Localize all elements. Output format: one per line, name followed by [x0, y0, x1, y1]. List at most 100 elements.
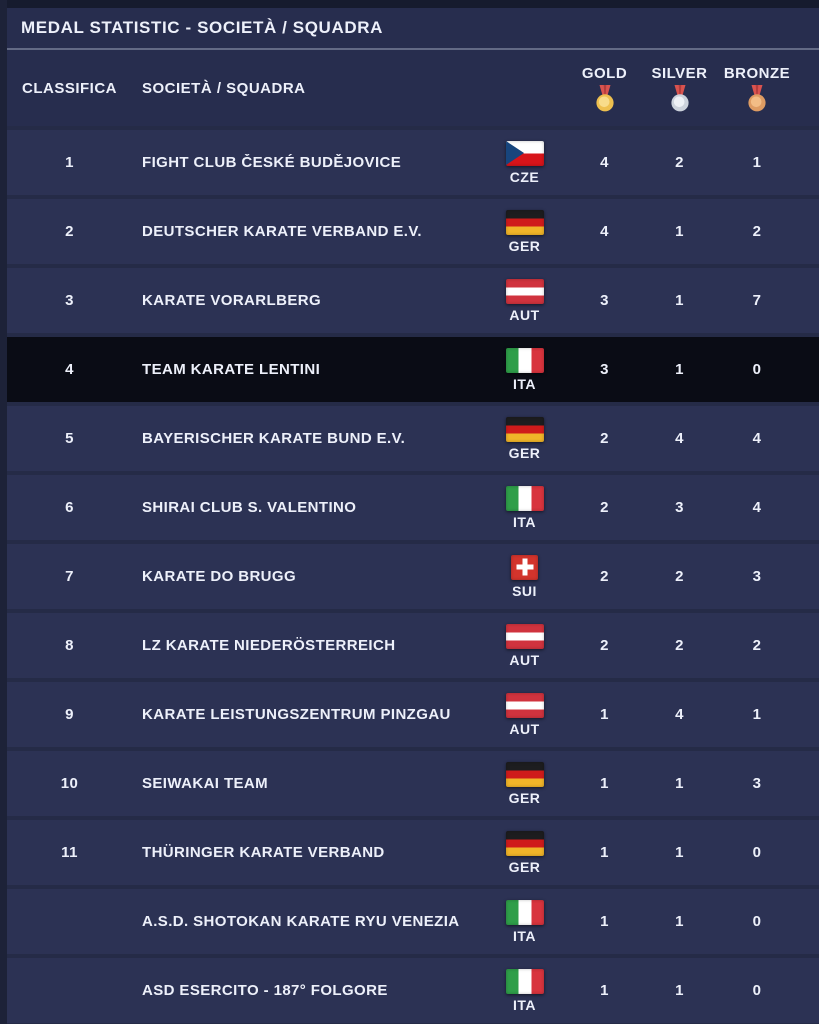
- gold-count: 4: [600, 154, 609, 171]
- table-body: 1 FIGHT CLUB ČESKÉ BUDĚJOVICE CZE 4 2 1 …: [7, 126, 819, 1023]
- table-header: CLASSIFICA SOCIETÀ / SQUADRA GOLD SILVER…: [7, 50, 819, 126]
- silver-count: 1: [675, 775, 684, 792]
- bronze-count: 0: [752, 844, 762, 861]
- bronze-count: 1: [752, 706, 762, 723]
- ita-flag-icon: [505, 968, 544, 994]
- country-code: ITA: [512, 996, 536, 1013]
- table-row: 1 FIGHT CLUB ČESKÉ BUDĚJOVICE CZE 4 2 1: [7, 130, 819, 195]
- country-cell: ITA: [482, 475, 567, 540]
- club-name: A.S.D. SHOTOKAN KARATE RYU VENEZIA: [142, 913, 460, 930]
- ita-flag-icon: [505, 485, 544, 511]
- club-name: LZ KARATE NIEDERÖSTERREICH: [142, 637, 396, 654]
- silver-count: 4: [675, 430, 684, 447]
- country-cell: ITA: [482, 337, 567, 402]
- table-row: 4 TEAM KARATE LENTINI ITA 3 1 0: [7, 337, 819, 402]
- table-row: 3 KARATE VORARLBERG AUT 3 1 7: [7, 268, 819, 333]
- country-cell: ITA: [482, 958, 567, 1023]
- gold-count: 2: [600, 430, 609, 447]
- silver-count: 1: [675, 844, 684, 861]
- bronze-count: 3: [752, 775, 762, 792]
- silver-count: 3: [675, 499, 684, 516]
- aut-flag-icon: [505, 623, 544, 649]
- club-name: KARATE LEISTUNGSZENTRUM PINZGAU: [142, 706, 451, 723]
- club-name: ASD ESERCITO - 187° FOLGORE: [142, 982, 388, 999]
- country-code: GER: [508, 444, 541, 461]
- club-name: SEIWAKAI TEAM: [142, 775, 269, 792]
- table-row: 7 KARATE DO BRUGG SUI 2 2 3: [7, 544, 819, 609]
- country-code: GER: [508, 858, 541, 875]
- rank-cell: 9: [65, 706, 74, 723]
- club-name: KARATE VORARLBERG: [142, 292, 322, 309]
- club-name: FIGHT CLUB ČESKÉ BUDĚJOVICE: [142, 154, 402, 171]
- ger-flag-icon: [505, 416, 544, 442]
- silver-count: 1: [675, 982, 684, 999]
- bronze-count: 0: [752, 361, 762, 378]
- country-code: ITA: [512, 513, 536, 530]
- country-cell: ITA: [482, 889, 567, 954]
- silver-count: 1: [675, 913, 684, 930]
- gold-count: 4: [600, 223, 609, 240]
- country-cell: AUT: [482, 613, 567, 678]
- country-code: AUT: [509, 306, 540, 323]
- gold-count: 2: [600, 637, 609, 654]
- country-code: AUT: [509, 651, 540, 668]
- title-bar: MEDAL STATISTIC - SOCIETÀ / SQUADRA: [7, 8, 819, 50]
- bronze-count: 7: [752, 292, 762, 309]
- gold-column-label: GOLD: [581, 64, 628, 82]
- rank-cell: 5: [65, 430, 74, 447]
- country-cell: AUT: [482, 682, 567, 747]
- gold-count: 3: [600, 292, 609, 309]
- page-title: MEDAL STATISTIC - SOCIETÀ / SQUADRA: [21, 18, 383, 37]
- table-row: 6 SHIRAI CLUB S. VALENTINO ITA 2 3 4: [7, 475, 819, 540]
- country-cell: GER: [482, 820, 567, 885]
- aut-flag-icon: [505, 692, 544, 718]
- country-cell: SUI: [482, 544, 567, 609]
- rank-cell: 7: [65, 568, 74, 585]
- silver-count: 1: [675, 361, 684, 378]
- ita-flag-icon: [505, 899, 544, 925]
- country-code: CZE: [509, 168, 540, 185]
- aut-flag-icon: [505, 278, 544, 304]
- column-bronze: BRONZE: [717, 65, 797, 112]
- rank-cell: 4: [65, 361, 74, 378]
- rank-cell: 10: [60, 775, 79, 792]
- bronze-count: 2: [752, 223, 762, 240]
- silver-column-label: SILVER: [651, 64, 708, 82]
- gold-count: 3: [600, 361, 609, 378]
- bronze-count: 3: [752, 568, 762, 585]
- bronze-count: 1: [752, 154, 762, 171]
- top-strip: [7, 0, 819, 8]
- country-cell: AUT: [482, 268, 567, 333]
- bronze-count: 4: [752, 430, 762, 447]
- silver-count: 1: [675, 223, 684, 240]
- rank-cell: 8: [65, 637, 74, 654]
- country-code: SUI: [512, 582, 537, 599]
- cze-flag-icon: [505, 140, 544, 166]
- country-cell: GER: [482, 751, 567, 816]
- table-row: 10 SEIWAKAI TEAM GER 1 1 3: [7, 751, 819, 816]
- column-club: SOCIETÀ / SQUADRA: [142, 79, 306, 97]
- column-rank: CLASSIFICA: [22, 79, 117, 97]
- rank-cell: 11: [61, 844, 78, 861]
- ger-flag-icon: [505, 830, 544, 856]
- club-name: BAYERISCHER KARATE BUND E.V.: [142, 430, 406, 447]
- bronze-count: 0: [752, 913, 762, 930]
- gold-count: 1: [600, 982, 609, 999]
- country-cell: GER: [482, 406, 567, 471]
- country-cell: GER: [482, 199, 567, 264]
- country-code: ITA: [512, 375, 536, 392]
- club-name: DEUTSCHER KARATE VERBAND E.V.: [142, 223, 422, 240]
- table-row: A.S.D. SHOTOKAN KARATE RYU VENEZIA ITA 1…: [7, 889, 819, 954]
- silver-count: 1: [675, 292, 684, 309]
- gold-count: 2: [600, 568, 609, 585]
- bronze-count: 0: [752, 982, 762, 999]
- sui-flag-icon: [511, 554, 538, 580]
- silver-medal-icon: [670, 84, 689, 111]
- table-row: 8 LZ KARATE NIEDERÖSTERREICH AUT 2 2 2: [7, 613, 819, 678]
- bronze-medal-icon: [748, 84, 766, 111]
- ita-flag-icon: [505, 347, 544, 373]
- silver-count: 2: [675, 637, 684, 654]
- table-row: 9 KARATE LEISTUNGSZENTRUM PINZGAU AUT 1 …: [7, 682, 819, 747]
- gold-count: 1: [600, 775, 609, 792]
